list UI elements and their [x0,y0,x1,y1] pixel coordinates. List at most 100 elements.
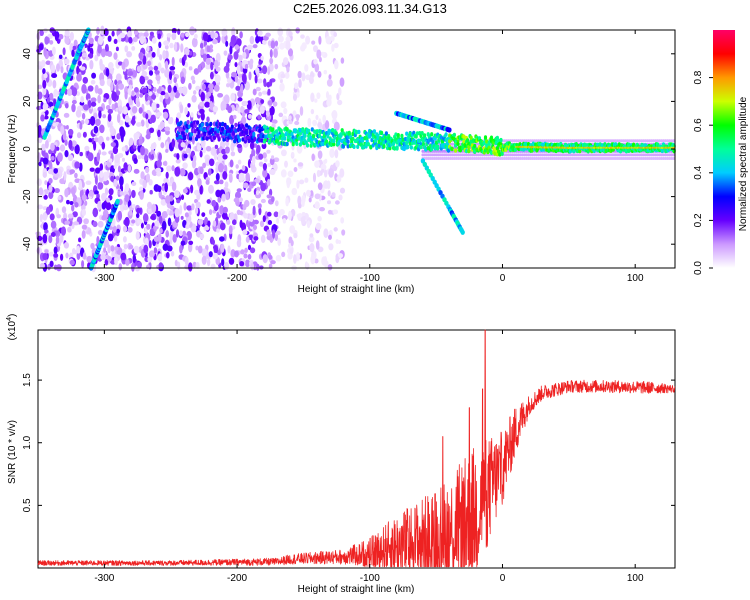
spectrogram-cell [241,73,247,83]
spectrogram-cell [158,85,162,94]
spectrogram-cell [204,101,211,108]
spectrogram-cell [305,35,311,45]
spectrogram-cell [44,139,49,149]
spectrogram-cell [87,152,94,162]
spectrogram-cell [199,101,205,107]
spectrogram-cell [97,106,103,113]
spectrogram-cell [148,66,154,71]
spectrogram-cell [264,134,268,139]
spectrogram-cell [378,136,382,141]
spectrogram-cell [195,207,199,215]
spectrogram-cell [148,250,155,258]
spectrogram-cell [92,221,98,228]
spectrogram-cell [124,73,128,80]
spectrogram-cell [240,83,244,94]
spectrogram-cell [166,32,172,38]
colorbar-tick-label: 0.4 [693,165,704,179]
spectrogram-cell [113,52,118,60]
spectrogram-cell [213,59,219,70]
spectrogram-cell [205,145,212,152]
spectrogram-cell [334,200,340,205]
spectrogram-cell [333,42,339,49]
spectrogram-cell [326,78,333,87]
spectrogram-cell [157,62,162,72]
spectrogram-cell [236,134,240,139]
spectrogram-cell [377,143,381,148]
spectrogram-cell [133,245,140,254]
spectrogram-cell [94,175,98,185]
colorbar: 0.0 0.2 0.4 0.6 0.8 Normalized spectral ampl… [693,30,749,275]
spectrogram-cell [39,29,44,37]
spectrogram-cell [69,169,76,174]
spectrogram-cell [217,163,224,173]
spectrogram-cell [122,205,129,211]
spectrogram-cell [274,232,279,242]
spectrogram-cell [277,27,284,37]
spectrogram-cell [164,182,168,193]
spectrogram-cell [64,29,70,38]
spectrogram-cell [138,107,143,114]
spectrogram-cell [241,165,246,172]
spectrogram-cell [197,245,203,254]
spectrogram-cell [121,157,126,162]
spectrogram-cell [340,138,344,144]
spectrogram-cell [75,109,82,118]
spectrogram-cell [328,74,332,80]
spectrogram-cell [286,177,292,186]
spectrogram-cell [132,36,138,43]
spectrogram-cell [136,122,142,127]
spectrogram-cell [304,64,309,72]
spectrogram-cell [280,101,287,109]
spectrogram-cell [262,152,267,159]
spectrogram-cell [146,201,153,210]
spectrogram-cell [255,86,261,92]
spectrogram-cell [323,169,328,178]
spectrogram-cell [186,205,193,211]
spectrogram-cell [103,97,107,103]
spectrogram-cell [262,39,267,45]
spectrogram-cell [219,236,225,242]
spectrogram-cell [237,138,242,143]
spectrogram-cell [335,160,340,168]
spectrogram-cell [233,139,237,144]
spectrogram-cell [107,35,112,42]
spectrogram-cell [188,240,194,245]
spectrogram-cell [327,264,333,271]
spectrogram-cell [405,131,409,136]
spectrogram-cell [110,245,115,252]
spectrogram-cell [48,251,55,257]
spectrogram-cell [49,92,54,101]
spectrogram-cell [156,47,160,58]
spectrogram-cell [140,145,145,156]
spectrogram-cell [317,133,322,138]
spectrogram-cell [174,215,180,223]
spectrogram-cell [142,32,149,37]
spectrogram-cell [326,134,330,139]
spectrogram-cell [104,51,110,57]
spectrogram-cell [190,123,194,128]
spectrogram-cell [314,160,320,168]
spectrogram-cell [140,222,144,229]
spectrogram-cell [60,66,64,74]
spectrogram-cell [255,35,260,44]
spectrogram-cell [266,229,271,237]
spectrogram-cell [159,228,163,234]
spectrogram-cell [250,199,256,205]
spectrogram-cell [332,142,336,147]
spectrogram-cell [247,187,252,192]
spectrogram-cell [247,44,253,51]
spectrogram-cell [123,243,128,250]
spectrogram-cell [188,210,192,216]
spectrogram-cell [338,87,342,96]
spectrogram-cell [333,121,340,131]
spectrogram-cell [229,45,233,55]
spectrogram-cell [351,136,355,141]
spectrogram-cell [60,125,65,135]
spectrogram-cell [139,93,144,98]
spectrogram-cell [124,183,130,193]
spectrogram-cell [173,85,177,93]
spectrogram-cell [174,190,180,198]
spectrogram-cell [335,255,340,264]
spectrogram-cell [328,243,334,251]
spectrogram-cell [183,202,187,211]
